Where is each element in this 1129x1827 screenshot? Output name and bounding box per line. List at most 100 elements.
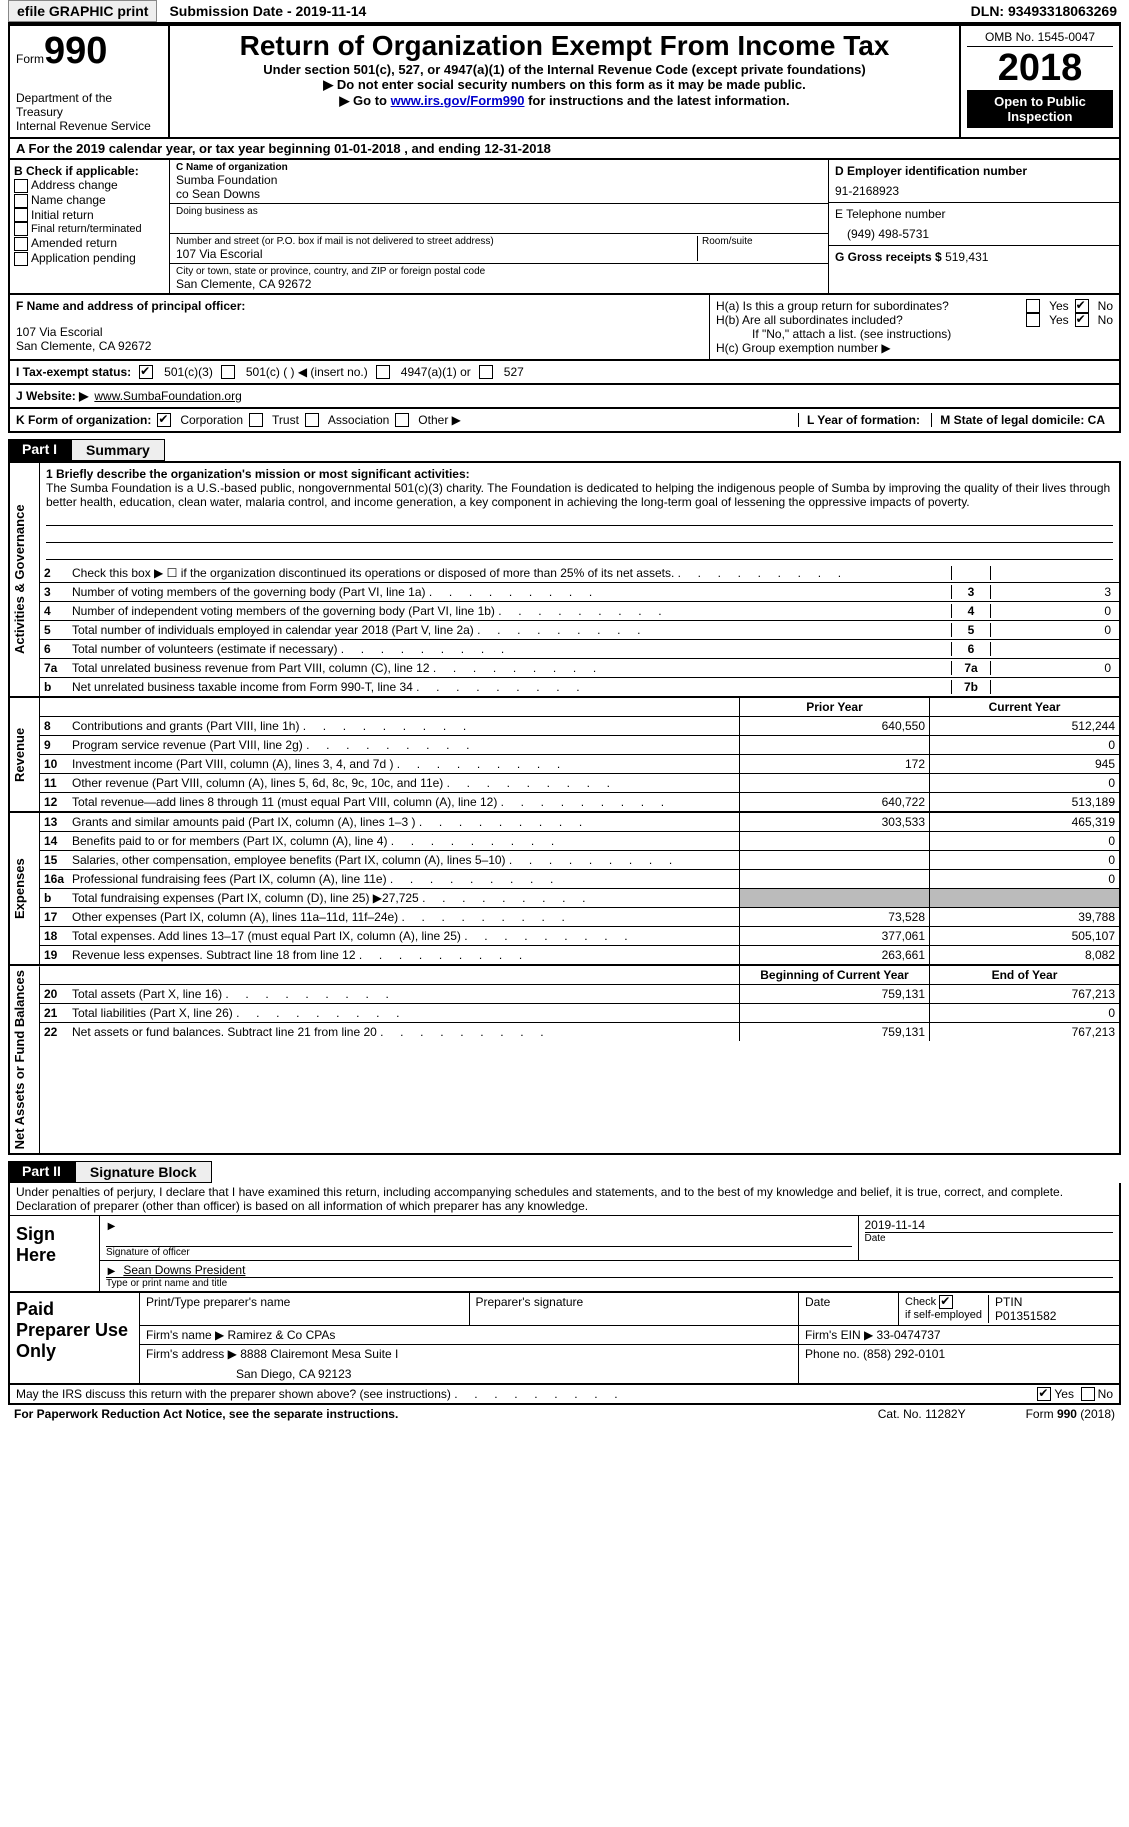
- checkbox-amended-return[interactable]: [14, 237, 28, 251]
- discuss-yes-checkbox[interactable]: [1037, 1387, 1051, 1401]
- mission-label: 1 Briefly describe the organization's mi…: [46, 467, 1113, 481]
- yes-label: Yes: [1054, 1387, 1074, 1401]
- addr-label: Number and street (or P.O. box if mail i…: [176, 236, 697, 247]
- no-label: No: [1098, 299, 1113, 313]
- hb-yes-checkbox[interactable]: [1026, 313, 1040, 327]
- form-org-label: K Form of organization:: [16, 413, 151, 427]
- checkbox-address-change[interactable]: [14, 179, 28, 193]
- expense-row: 15Salaries, other compensation, employee…: [40, 851, 1119, 870]
- org-co: co Sean Downs: [176, 187, 822, 201]
- street-address: 107 Via Escorial: [176, 247, 697, 261]
- cb-trust[interactable]: [249, 413, 263, 427]
- gross-receipts-value: 519,431: [945, 250, 988, 264]
- ha-no-checkbox[interactable]: [1075, 299, 1089, 313]
- vlabel-revenue: Revenue: [10, 698, 40, 811]
- checkbox-final-return[interactable]: [14, 222, 28, 236]
- check-label: Check: [905, 1296, 936, 1308]
- self-emp-label: if self-employed: [905, 1309, 982, 1321]
- irs-link[interactable]: www.irs.gov/Form990: [391, 93, 525, 108]
- ein-value: 91-2168923: [835, 184, 1113, 198]
- inspection-label: Open to Public Inspection: [967, 90, 1113, 128]
- org-name: Sumba Foundation: [176, 173, 822, 187]
- cb-501c3[interactable]: [139, 365, 153, 379]
- part-2-num: Part II: [8, 1161, 75, 1183]
- identity-grid: B Check if applicable: Address change Na…: [8, 160, 1121, 295]
- box-d-e-g: D Employer identification number 91-2168…: [829, 160, 1119, 293]
- sign-here-label: Sign Here: [10, 1216, 100, 1291]
- phone-value: (949) 498-5731: [835, 227, 1113, 241]
- cb-association[interactable]: [305, 413, 319, 427]
- top-bar: efile GRAPHIC print Submission Date - 20…: [8, 0, 1121, 24]
- discuss-no-checkbox[interactable]: [1081, 1387, 1095, 1401]
- expense-row: 16aProfessional fundraising fees (Part I…: [40, 870, 1119, 889]
- cb-4947[interactable]: [376, 365, 390, 379]
- net-assets-row: 20Total assets (Part X, line 16)759,1317…: [40, 985, 1119, 1004]
- preparer-sig-label: Preparer's signature: [476, 1295, 793, 1309]
- governance-row: 3Number of voting members of the governi…: [40, 583, 1119, 602]
- website-link[interactable]: www.SumbaFoundation.org: [94, 389, 241, 403]
- activities-governance-section: Activities & Governance 1 Briefly descri…: [8, 461, 1121, 698]
- form-title: Return of Organization Exempt From Incom…: [176, 30, 953, 62]
- box-b-label: B Check if applicable:: [14, 164, 165, 178]
- catalog-number: Cat. No. 11282Y: [878, 1407, 966, 1421]
- governance-row: 2Check this box ▶ ☐ if the organization …: [40, 564, 1119, 583]
- expense-row: 19Revenue less expenses. Subtract line 1…: [40, 946, 1119, 964]
- net-assets-row: 22Net assets or fund balances. Subtract …: [40, 1023, 1119, 1041]
- hb-no-checkbox[interactable]: [1075, 313, 1089, 327]
- revenue-row: 12Total revenue—add lines 8 through 11 (…: [40, 793, 1119, 811]
- ein-label: D Employer identification number: [835, 164, 1113, 178]
- gross-receipts-label: G Gross receipts $: [835, 250, 942, 264]
- cb-corporation[interactable]: [157, 413, 171, 427]
- cb-501c[interactable]: [221, 365, 235, 379]
- vlabel-expenses: Expenses: [10, 813, 40, 964]
- form-subtitle-2: ▶ Do not enter social security numbers o…: [176, 77, 953, 93]
- section-f-h: F Name and address of principal officer:…: [8, 295, 1121, 361]
- efile-print-button[interactable]: efile GRAPHIC print: [8, 0, 157, 22]
- expense-row: 17Other expenses (Part IX, column (A), l…: [40, 908, 1119, 927]
- revenue-row: 11Other revenue (Part VIII, column (A), …: [40, 774, 1119, 793]
- hb-note: If "No," attach a list. (see instruction…: [716, 327, 1113, 341]
- website-label: J Website: ▶: [16, 389, 88, 403]
- state-domicile: M State of legal domicile: CA: [931, 413, 1113, 427]
- l-trust: Trust: [272, 413, 299, 427]
- cb-label: Application pending: [31, 251, 136, 265]
- governance-row: 6Total number of volunteers (estimate if…: [40, 640, 1119, 659]
- cb-other[interactable]: [395, 413, 409, 427]
- checkbox-initial-return[interactable]: [14, 208, 28, 222]
- checkbox-app-pending[interactable]: [14, 252, 28, 266]
- box-c: C Name of organization Sumba Foundation …: [170, 160, 829, 293]
- firm-address: 8888 Clairemont Mesa Suite I: [240, 1347, 398, 1361]
- cb-527[interactable]: [479, 365, 493, 379]
- ha-yes-checkbox[interactable]: [1026, 299, 1040, 313]
- firm-phone-label: Phone no.: [805, 1347, 860, 1361]
- form-footer-label: Form 990 (2018): [1026, 1407, 1115, 1421]
- officer-name-title: Sean Downs President: [123, 1263, 245, 1277]
- cb-label: Address change: [31, 178, 118, 192]
- part-1-num: Part I: [8, 439, 71, 461]
- row-a-tax-year: A For the 2019 calendar year, or tax yea…: [8, 139, 1121, 160]
- officer-addr2: San Clemente, CA 92672: [16, 339, 703, 353]
- governance-row: 7aTotal unrelated business revenue from …: [40, 659, 1119, 678]
- sig-date: 2019-11-14: [865, 1218, 1114, 1232]
- firm-addr-label: Firm's address ▶: [146, 1347, 237, 1361]
- room-label: Room/suite: [702, 236, 822, 247]
- row-j-website: J Website: ▶ www.SumbaFoundation.org: [8, 385, 1121, 409]
- governance-row: bNet unrelated business taxable income f…: [40, 678, 1119, 696]
- col-prior-year: Prior Year: [739, 698, 929, 716]
- checkbox-name-change[interactable]: [14, 194, 28, 208]
- form-subtitle-3: ▶ Go to www.irs.gov/Form990 for instruct…: [176, 93, 953, 109]
- cb-label: Final return/terminated: [31, 223, 142, 235]
- ha-label: H(a) Is this a group return for subordin…: [716, 299, 1020, 313]
- cb-self-employed[interactable]: [939, 1295, 953, 1309]
- box-b: B Check if applicable: Address change Na…: [10, 160, 170, 293]
- no-label: No: [1098, 1387, 1113, 1401]
- preparer-date-label: Date: [805, 1295, 892, 1309]
- firm-ein-label: Firm's EIN ▶: [805, 1328, 873, 1342]
- l-4947: 4947(a)(1) or: [401, 365, 471, 379]
- firm-phone: (858) 292-0101: [863, 1347, 945, 1361]
- firm-name-label: Firm's name ▶: [146, 1328, 224, 1342]
- dba-label: Doing business as: [176, 206, 822, 217]
- hb-label: H(b) Are all subordinates included?: [716, 313, 1020, 327]
- paid-preparer-section: Paid Preparer Use Only Print/Type prepar…: [8, 1293, 1121, 1385]
- submission-date: Submission Date - 2019-11-14: [169, 3, 366, 19]
